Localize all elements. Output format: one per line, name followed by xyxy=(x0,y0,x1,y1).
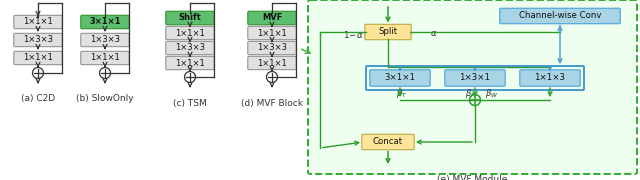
Text: 3×1×1: 3×1×1 xyxy=(89,17,121,26)
FancyBboxPatch shape xyxy=(166,41,214,55)
Text: 1×3×3: 1×3×3 xyxy=(257,44,287,53)
Text: 1×3×3: 1×3×3 xyxy=(23,35,53,44)
FancyBboxPatch shape xyxy=(445,70,505,86)
Text: 1×1×1: 1×1×1 xyxy=(257,58,287,68)
Text: $\beta_T$: $\beta_T$ xyxy=(396,87,408,100)
Text: 1×1×1: 1×1×1 xyxy=(175,58,205,68)
FancyBboxPatch shape xyxy=(520,70,580,86)
FancyBboxPatch shape xyxy=(370,70,430,86)
Text: $\beta_W$: $\beta_W$ xyxy=(485,87,499,100)
FancyBboxPatch shape xyxy=(248,41,296,55)
FancyBboxPatch shape xyxy=(14,51,62,65)
Text: Split: Split xyxy=(378,28,397,37)
Text: (c) TSM: (c) TSM xyxy=(173,99,207,108)
FancyBboxPatch shape xyxy=(248,56,296,70)
FancyBboxPatch shape xyxy=(81,51,129,65)
Text: Channel-wise Conv: Channel-wise Conv xyxy=(519,12,601,21)
Text: 1×1×1: 1×1×1 xyxy=(90,53,120,62)
FancyBboxPatch shape xyxy=(500,8,620,24)
Text: 1×1×1: 1×1×1 xyxy=(175,28,205,37)
Text: (a) C2D: (a) C2D xyxy=(21,94,55,103)
Text: $\alpha$: $\alpha$ xyxy=(431,30,438,39)
FancyBboxPatch shape xyxy=(365,24,412,40)
FancyBboxPatch shape xyxy=(166,56,214,70)
Text: 1×1×1: 1×1×1 xyxy=(23,17,53,26)
FancyBboxPatch shape xyxy=(308,0,637,174)
FancyBboxPatch shape xyxy=(81,15,129,29)
Text: (b) SlowOnly: (b) SlowOnly xyxy=(76,94,134,103)
Text: 1×3×1: 1×3×1 xyxy=(460,73,490,82)
Text: 1×3×3: 1×3×3 xyxy=(90,35,120,44)
FancyBboxPatch shape xyxy=(14,33,62,47)
Text: 1×1×1: 1×1×1 xyxy=(23,53,53,62)
Text: Concat: Concat xyxy=(373,138,403,147)
Text: 1×3×3: 1×3×3 xyxy=(175,44,205,53)
Text: 3×1×1: 3×1×1 xyxy=(385,73,415,82)
FancyBboxPatch shape xyxy=(81,33,129,47)
FancyBboxPatch shape xyxy=(248,11,296,25)
FancyBboxPatch shape xyxy=(248,26,296,40)
FancyBboxPatch shape xyxy=(362,134,414,150)
Text: Shift: Shift xyxy=(179,14,202,22)
Text: 1×1×1: 1×1×1 xyxy=(257,28,287,37)
Text: (d) MVF Block: (d) MVF Block xyxy=(241,99,303,108)
FancyBboxPatch shape xyxy=(14,15,62,29)
Text: 1×1×3: 1×1×3 xyxy=(534,73,566,82)
Text: $\beta_H$: $\beta_H$ xyxy=(465,87,477,100)
Text: MVF: MVF xyxy=(262,14,282,22)
FancyBboxPatch shape xyxy=(166,26,214,40)
FancyBboxPatch shape xyxy=(166,11,214,25)
Text: $1\!-\!\alpha$: $1\!-\!\alpha$ xyxy=(343,28,364,39)
Text: (e) MVF Module: (e) MVF Module xyxy=(437,175,508,180)
